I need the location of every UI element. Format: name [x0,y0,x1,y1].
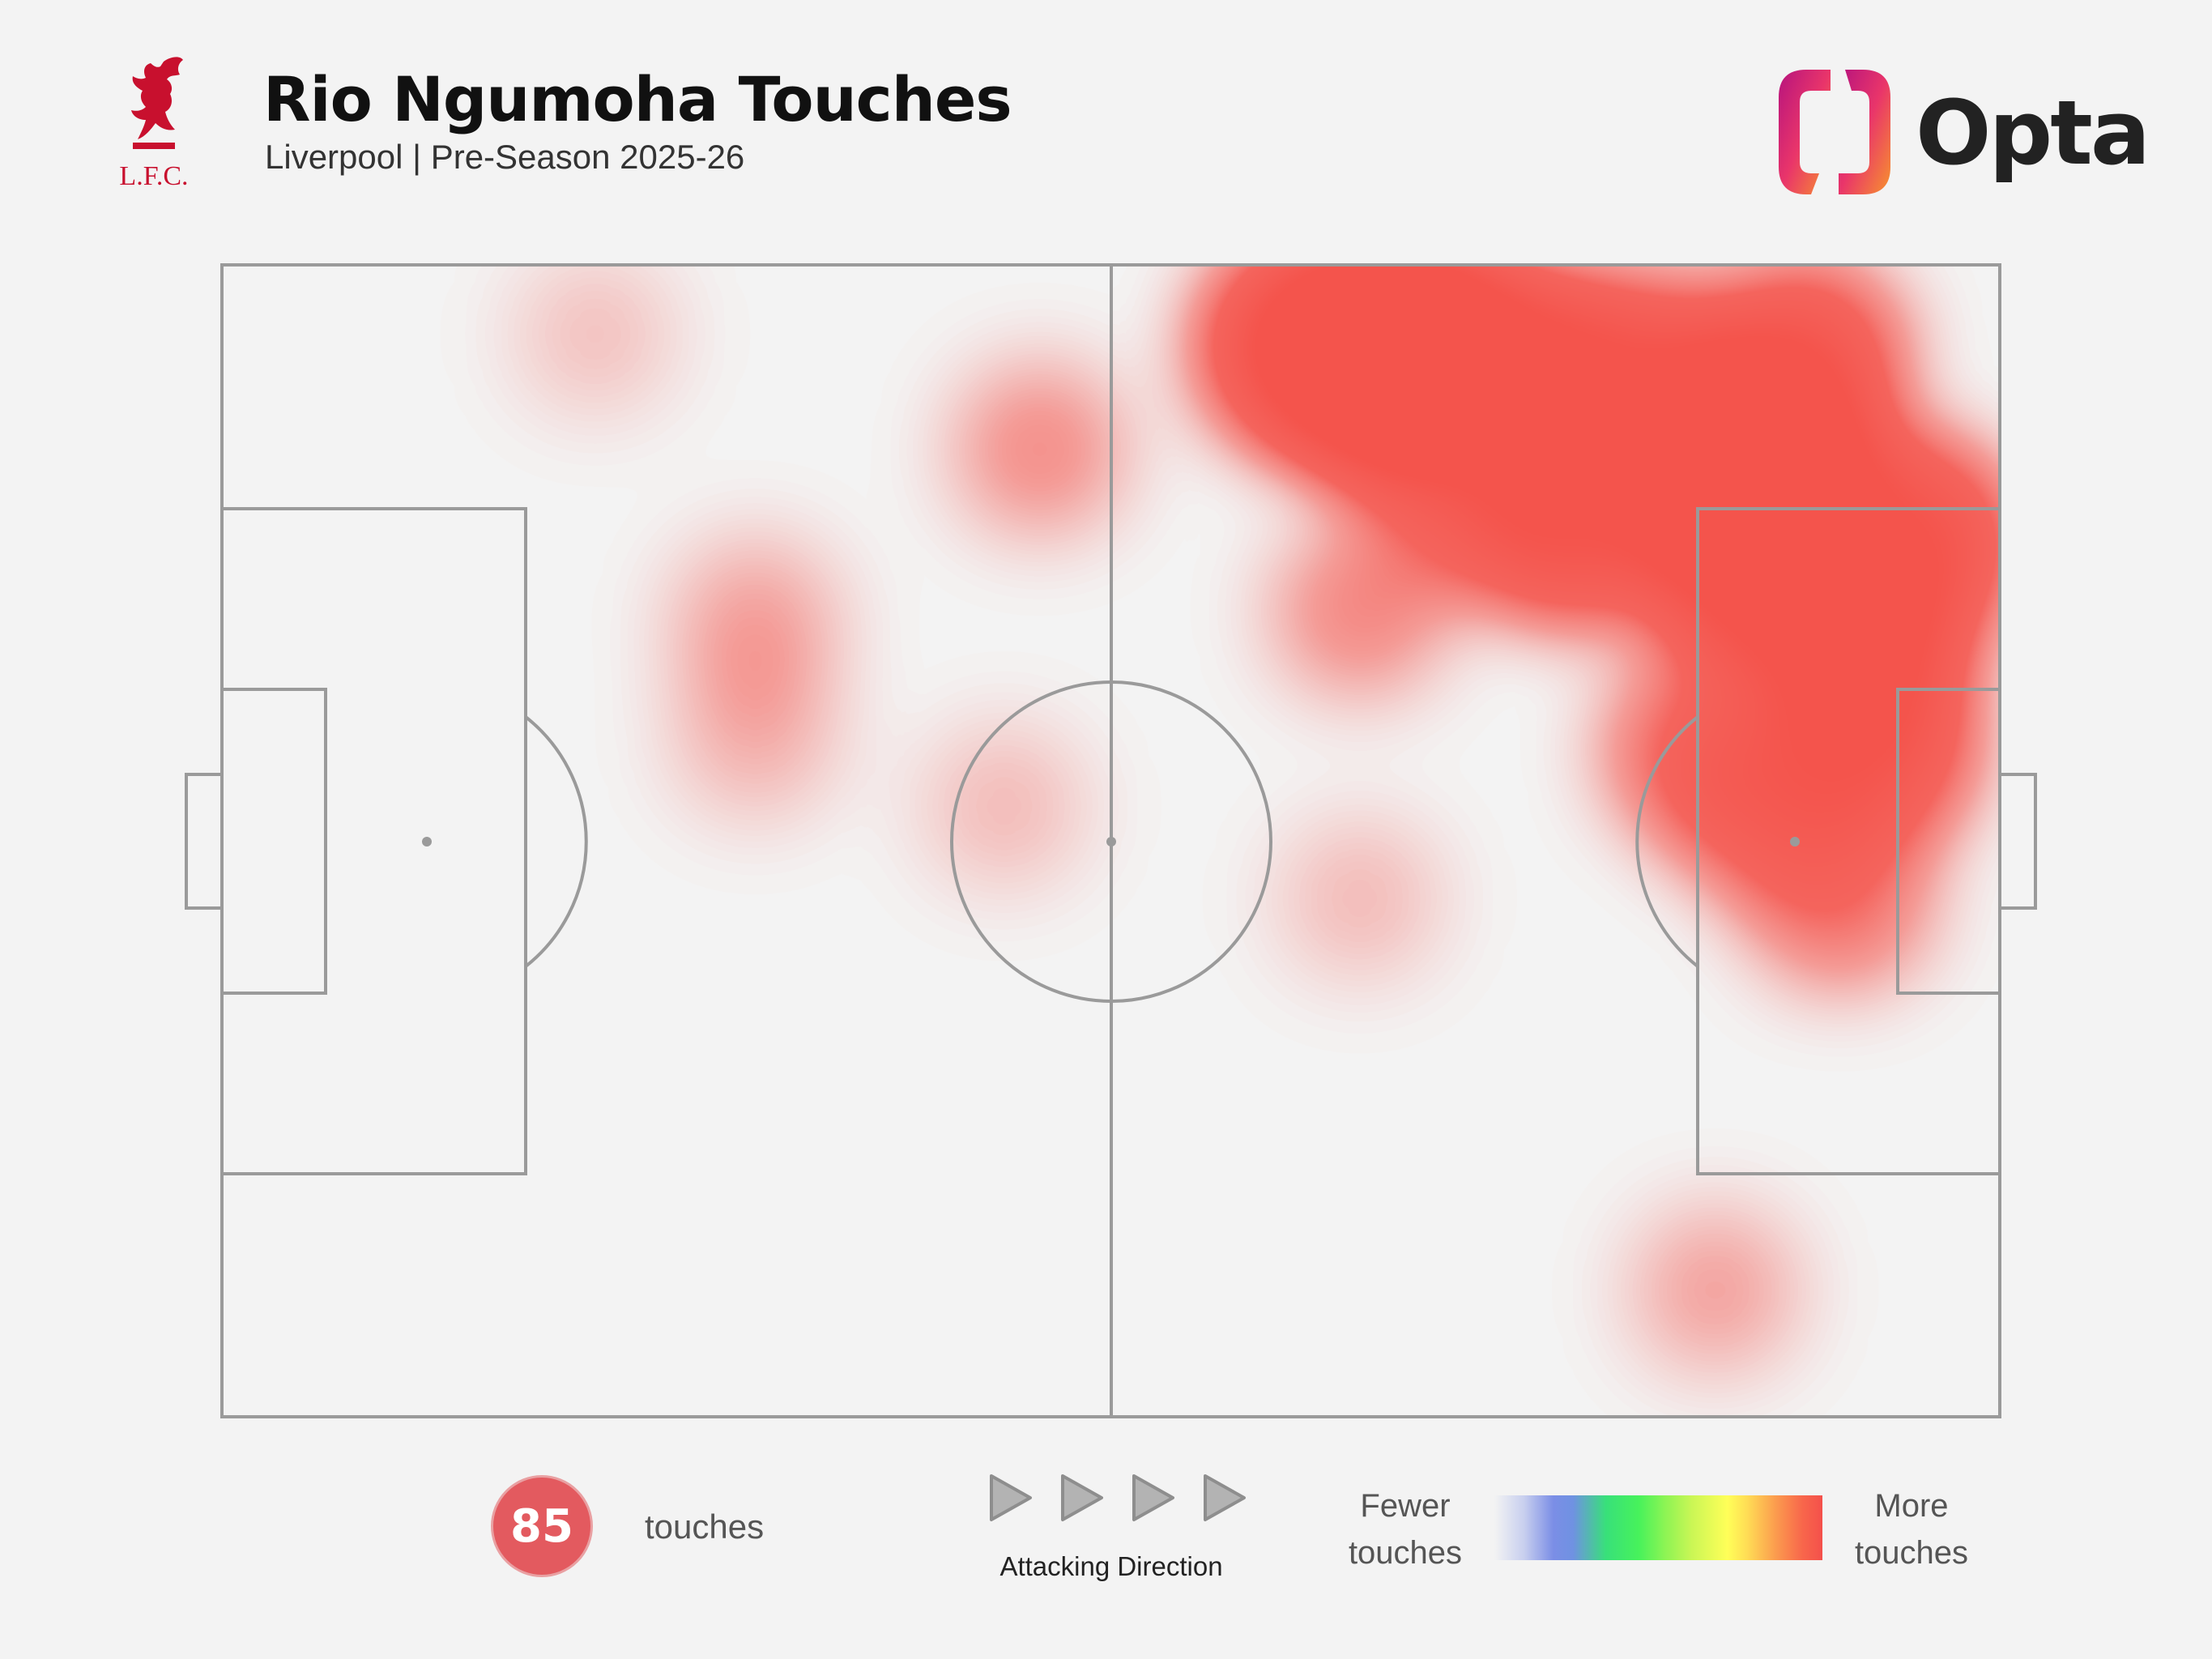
heat-hotspot-18 [675,657,836,818]
heat-hotspot-1 [1211,265,1401,441]
penalty-spot-right [1790,837,1800,847]
play-arrow-icon [1204,1474,1246,1521]
legend-low-label: Fewer touches [1336,1482,1474,1576]
heat-hotspot-12 [1379,408,1554,582]
opta-mark-left [1779,70,1831,194]
goal-right [1998,773,2037,910]
legend-low-line1: Fewer [1360,1488,1451,1524]
play-arrow-icon [990,1474,1032,1521]
touches-label: touches [645,1508,765,1546]
liverbird-crest-icon: L.F.C. [119,57,189,191]
legend-high-line2: touches [1854,1535,1969,1571]
play-arrow-icon [1061,1474,1103,1521]
crest-text: L.F.C. [119,161,188,191]
centre-spot [1106,837,1116,847]
heat-hotspot-5 [1553,288,1736,472]
six-yard-box-left [220,688,327,995]
heat-hotspot-15 [1276,527,1443,693]
touches-count-badge: 85 [491,1475,593,1577]
penalty-arc-right [1635,715,1699,968]
heat-hotspot-20 [924,726,1085,886]
liverbird-shape [131,57,183,139]
legend-color-scale [1494,1495,1822,1560]
page-title: Rio Ngumoha Touches [263,63,1012,135]
heat-hotspot-9 [1818,448,2000,635]
heat-hotspot-16 [957,366,1123,532]
penalty-arc-left [524,715,588,968]
crest-base [133,143,175,149]
brand-logo-text: Opta [1916,81,2150,185]
heat-hotspot-21 [1280,818,1440,979]
opta-mark-icon [1779,70,1890,194]
page-subtitle: Liverpool | Pre-Season 2025-26 [265,138,745,176]
heat-hotspot-22 [1634,1209,1796,1371]
penalty-spot-left [422,837,432,847]
legend-low-line2: touches [1348,1535,1463,1571]
heat-hotspot-19 [515,265,676,414]
goal-left [185,773,224,910]
play-arrow-icon [1132,1474,1174,1521]
attacking-direction-arrows [990,1474,1246,1521]
opta-mark-right [1839,70,1890,194]
attacking-direction-label: Attacking Direction [999,1551,1223,1581]
heat-hotspot-6 [1714,267,1894,447]
legend-high-line1: More [1874,1488,1949,1524]
centre-circle [950,680,1272,1003]
heat-hotspot-17 [674,540,837,704]
penalty-area-left [220,507,527,1175]
heat-hotspot-14 [1754,813,1925,983]
heat-layer [515,265,2000,1371]
legend-high-label: More touches [1843,1482,1980,1576]
